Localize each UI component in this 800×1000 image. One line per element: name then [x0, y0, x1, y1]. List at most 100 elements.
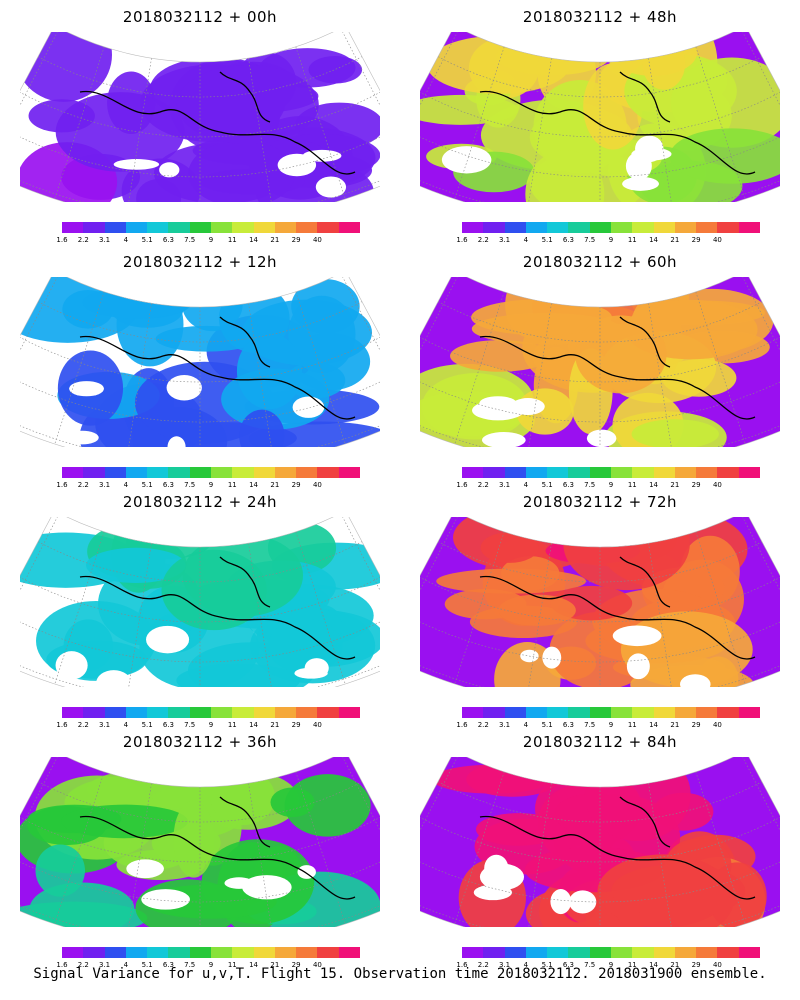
colorbar-label: 11 [627, 961, 637, 969]
colorbar-label: 4 [123, 481, 129, 489]
colorbar-swatch [589, 222, 611, 233]
colorbar-label: 11 [227, 481, 237, 489]
colorbar-swatch [338, 467, 360, 478]
colorbar-swatch [632, 707, 654, 718]
colorbar-labels: 1.6 2.2 3.1 4 5.1 6.3 7.5 9 11 14 21 29 40 [456, 961, 760, 971]
colorbar-swatch [83, 467, 105, 478]
colorbar-label: 29 [691, 481, 701, 489]
colorbar-swatch [125, 707, 148, 718]
colorbar-labels: 1.6 2.2 3.1 4 5.1 6.3 7.5 9 11 14 21 29 40 [56, 721, 360, 731]
colorbar-label: 14 [649, 721, 659, 729]
colorbar-labels: 1.6 2.2 3.1 4 5.1 6.3 7.5 9 11 14 21 29 40 [456, 236, 760, 246]
colorbar-label: 6.3 [562, 236, 574, 244]
colorbar-swatch [462, 707, 484, 718]
colorbar-swatch [483, 222, 505, 233]
colorbar-swatch [462, 222, 484, 233]
colorbar-swatch [274, 222, 297, 233]
colorbar-swatch [317, 222, 339, 233]
colorbar-swatch [189, 467, 211, 478]
colorbar-label: 2.2 [77, 481, 89, 489]
colorbar-label: 3.1 [498, 236, 511, 244]
variance-map [420, 32, 780, 202]
colorbar-swatch [210, 467, 233, 478]
colorbar-swatch [338, 222, 360, 233]
map-panel: 2018032112 + 60h 1.6 2.2 3.1 4 5.1 6.3 7.5 9 11 14… [400, 245, 800, 490]
colorbar-swatch [189, 707, 211, 718]
colorbar-swatch [104, 707, 126, 718]
colorbar-label: 5.1 [541, 236, 553, 244]
colorbar-swatch [696, 707, 718, 718]
panel-title: 2018032112 + 72h [522, 493, 678, 511]
colorbar-swatch [253, 467, 275, 478]
colorbar-label: 14 [249, 236, 259, 244]
map-panel: 2018032112 + 00h 1.6 2.2 3.1 4 5.1 6.3 7.5 9 11 14… [0, 0, 400, 245]
colorbar-label: 14 [249, 961, 259, 969]
colorbar-swatch [338, 707, 360, 718]
colorbar [62, 947, 360, 958]
colorbar-swatch [483, 947, 505, 958]
colorbar-swatch [504, 947, 526, 958]
colorbar-label: 9 [608, 236, 614, 244]
colorbar-label: 7.5 [184, 721, 196, 729]
colorbar-label: 9 [608, 961, 614, 969]
colorbar-swatch [674, 947, 697, 958]
colorbar-label: 29 [691, 236, 701, 244]
colorbar-label: 6.3 [162, 236, 174, 244]
colorbar-label: 9 [608, 481, 614, 489]
panel-title: 2018032112 + 24h [122, 493, 278, 511]
colorbar-swatch [504, 707, 526, 718]
colorbar-label: 21 [270, 721, 280, 729]
colorbar-label: 14 [649, 961, 659, 969]
map-panel: 2018032112 + 48h 1.6 2.2 3.1 4 5.1 6.3 7.5 9 11 14… [400, 0, 800, 245]
colorbar [462, 947, 760, 958]
colorbar-label: 5.1 [541, 961, 553, 969]
colorbar-swatch [589, 467, 611, 478]
colorbar-swatch [168, 947, 190, 958]
colorbar-swatch [210, 707, 233, 718]
colorbar-label: 4 [523, 721, 529, 729]
colorbar-swatch [717, 467, 739, 478]
colorbar-swatch [589, 707, 611, 718]
panel-title: 2018032112 + 60h [522, 253, 678, 271]
colorbar-swatch [632, 467, 654, 478]
colorbar-label: 1.6 [456, 721, 468, 729]
colorbar-swatch [653, 947, 675, 958]
colorbar-label: 2.2 [477, 721, 489, 729]
colorbar-label: 4 [523, 961, 529, 969]
colorbar [462, 467, 760, 478]
colorbar-swatch [525, 707, 548, 718]
colorbar-label: 11 [627, 721, 637, 729]
colorbar-label: 40 [312, 721, 322, 729]
variance-map [420, 277, 780, 447]
colorbar-labels: 1.6 2.2 3.1 4 5.1 6.3 7.5 9 11 14 21 29 40 [456, 481, 760, 491]
colorbar-labels: 1.6 2.2 3.1 4 5.1 6.3 7.5 9 11 14 21 29 40 [456, 721, 760, 731]
colorbar-swatch [610, 707, 633, 718]
colorbar-label: 3.1 [98, 961, 111, 969]
colorbar-label: 1.6 [56, 236, 68, 244]
colorbar-label: 21 [670, 721, 680, 729]
colorbar-label: 11 [227, 961, 237, 969]
colorbar-swatch [83, 222, 105, 233]
colorbar-label: 21 [270, 961, 280, 969]
colorbar-swatch [317, 707, 339, 718]
colorbar-label: 1.6 [456, 236, 468, 244]
panel-title: 2018032112 + 36h [122, 733, 278, 751]
colorbar-swatch [547, 222, 569, 233]
colorbar-swatch [274, 947, 297, 958]
colorbar [462, 222, 760, 233]
colorbar-swatch [296, 707, 318, 718]
colorbar-swatch [62, 222, 84, 233]
colorbar-labels: 1.6 2.2 3.1 4 5.1 6.3 7.5 9 11 14 21 29 40 [56, 236, 360, 246]
colorbar-label: 2.2 [477, 481, 489, 489]
colorbar-label: 7.5 [184, 481, 196, 489]
colorbar-swatch [547, 467, 569, 478]
colorbar-label: 9 [208, 721, 214, 729]
colorbar-label: 14 [649, 481, 659, 489]
panel-title: 2018032112 + 12h [122, 253, 278, 271]
colorbar-swatch [147, 467, 169, 478]
colorbar-label: 40 [312, 236, 322, 244]
colorbar-label: 11 [627, 481, 637, 489]
colorbar-swatch [189, 222, 211, 233]
colorbar-swatch [483, 467, 505, 478]
colorbar-swatch [232, 707, 254, 718]
